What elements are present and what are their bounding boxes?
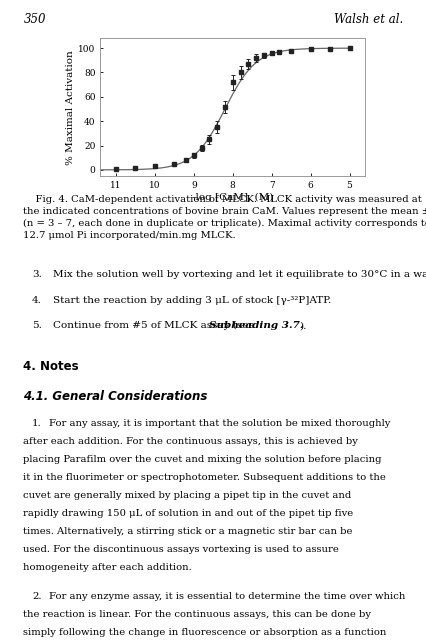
Text: it in the fluorimeter or spectrophotometer. Subsequent additions to the: it in the fluorimeter or spectrophotomet… (23, 473, 386, 482)
Text: 4.: 4. (32, 296, 42, 305)
Text: Continue from #5 of MLCK assay (see: Continue from #5 of MLCK assay (see (53, 321, 258, 330)
Text: Fig. 4. CaM-dependent activation of MLCK. MLCK activity was measured at
the indi: Fig. 4. CaM-dependent activation of MLCK… (23, 195, 426, 240)
Text: 4. Notes: 4. Notes (23, 360, 79, 372)
Text: homogeneity after each addition.: homogeneity after each addition. (23, 563, 192, 572)
Text: 5.: 5. (32, 321, 42, 330)
Text: 4.1. General Considerations: 4.1. General Considerations (23, 390, 207, 403)
Text: after each addition. For the continuous assays, this is achieved by: after each addition. For the continuous … (23, 437, 357, 446)
Text: ).: ). (298, 321, 305, 330)
Text: simply following the change in fluorescence or absorption as a function: simply following the change in fluoresce… (23, 628, 386, 637)
Text: For any enzyme assay, it is essential to determine the time over which: For any enzyme assay, it is essential to… (49, 592, 405, 601)
Text: 350: 350 (23, 13, 46, 26)
Text: For any assay, it is important that the solution be mixed thoroughly: For any assay, it is important that the … (49, 419, 389, 428)
Text: times. Alternatively, a stirring stick or a magnetic stir bar can be: times. Alternatively, a stirring stick o… (23, 527, 352, 536)
Text: cuvet are generally mixed by placing a pipet tip in the cuvet and: cuvet are generally mixed by placing a p… (23, 491, 351, 500)
Text: the reaction is linear. For the continuous assays, this can be done by: the reaction is linear. For the continuo… (23, 610, 371, 619)
Text: Subheading 3.7.: Subheading 3.7. (209, 321, 303, 330)
Text: 3.: 3. (32, 270, 42, 279)
Text: 2.: 2. (32, 592, 41, 601)
Text: placing Parafilm over the cuvet and mixing the solution before placing: placing Parafilm over the cuvet and mixi… (23, 455, 381, 464)
Text: used. For the discontinuous assays vortexing is used to assure: used. For the discontinuous assays vorte… (23, 545, 339, 554)
X-axis label: -log [CaM], (M): -log [CaM], (M) (192, 193, 273, 202)
Y-axis label: % Maximal Activation: % Maximal Activation (66, 50, 75, 164)
Text: 1.: 1. (32, 419, 42, 428)
Text: Walsh et al.: Walsh et al. (334, 13, 403, 26)
Text: Start the reaction by adding 3 μL of stock [γ-³²P]ATP.: Start the reaction by adding 3 μL of sto… (53, 296, 331, 305)
Text: Mix the solution well by vortexing and let it equilibrate to 30°C in a water bat: Mix the solution well by vortexing and l… (53, 270, 426, 279)
Text: rapidly drawing 150 μL of solution in and out of the pipet tip five: rapidly drawing 150 μL of solution in an… (23, 509, 353, 518)
